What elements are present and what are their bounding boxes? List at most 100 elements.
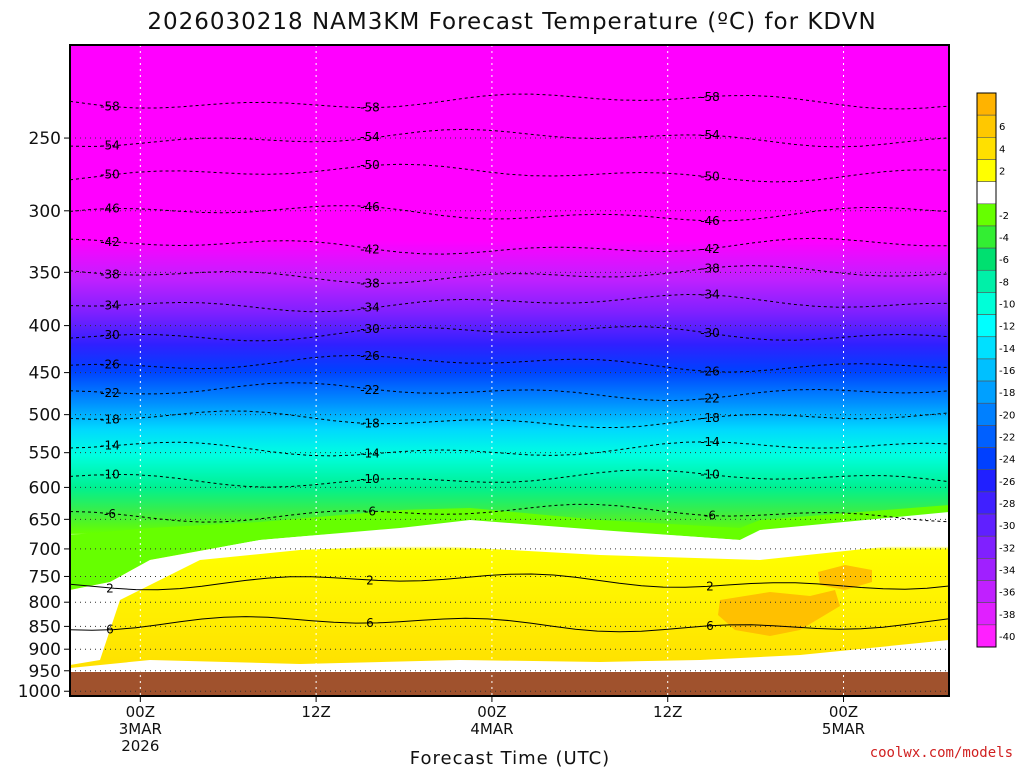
isotherm-label: -38: [100, 268, 120, 282]
colorbar-swatch: [976, 469, 997, 493]
colorbar-label: -22: [999, 432, 1015, 443]
isotherm-label: -14: [700, 435, 720, 449]
x-tick-label: 2026: [121, 737, 159, 755]
isotherm-line: [70, 293, 949, 313]
x-tick-label: 00Z: [126, 703, 155, 721]
isotherm-label: -42: [360, 243, 380, 257]
y-tick-label: 500: [29, 406, 61, 426]
isotherm-label: 2: [706, 579, 714, 593]
plot-frame: [69, 44, 950, 697]
colorbar: 6 4 2 -2 -4 -6 -8 -10 -12 -14 -16 -18 -20 -22 -24 -26 -2…: [976, 92, 1015, 648]
colorbar-swatch: [976, 380, 997, 404]
isotherm-label: -34: [100, 299, 120, 313]
isotherm-label: -54: [100, 139, 120, 153]
isotherm-label: -34: [360, 300, 380, 314]
isotherm-line: [70, 93, 949, 110]
isotherm-label: -46: [100, 201, 120, 215]
colorbar-label: 4: [999, 144, 1005, 155]
isotherm-line: [70, 469, 949, 488]
isotherm-label: -18: [100, 412, 120, 426]
colorbar-label: -20: [999, 410, 1015, 421]
colorbar-label: -24: [999, 455, 1015, 466]
colorbar-swatch: [976, 225, 997, 249]
y-tick-label: 750: [29, 567, 61, 587]
isotherm-label: -22: [700, 392, 720, 406]
colorbar-label: -36: [999, 588, 1015, 599]
colorbar-swatch: [976, 624, 997, 648]
colorbar-label: -38: [999, 610, 1015, 621]
colorbar-label: -32: [999, 543, 1015, 554]
colorbar-label: -6: [999, 255, 1009, 266]
above-freezing-white-layer: [70, 512, 949, 665]
y-tick-label: 850: [29, 617, 61, 637]
isotherm-label: -38: [700, 261, 720, 275]
isotherm-label: -54: [700, 128, 720, 142]
colorbar-swatch: [976, 92, 997, 116]
y-tick-label: 300: [29, 202, 61, 222]
colorbar-swatch: [976, 513, 997, 537]
colorbar-label: -26: [999, 477, 1015, 488]
x-tick-label: 00Z: [477, 703, 506, 721]
isotherm-label: -50: [700, 170, 720, 184]
y-tick-label: 650: [29, 510, 61, 530]
colorbar-swatch: [976, 447, 997, 471]
isotherm-label: 6: [366, 616, 374, 630]
colorbar-swatch: [976, 203, 997, 227]
colorbar-label: -2: [999, 211, 1009, 222]
isotherm-label: -14: [360, 446, 380, 460]
isotherm-label: -22: [100, 386, 120, 400]
y-axis-pressure: 250 300 350 400 450 500 550 600 650 700 750 800 850 9…: [18, 129, 70, 702]
colorbar-label: -34: [999, 565, 1015, 576]
colorbar-swatch: [976, 535, 997, 559]
colorbar-swatch: [976, 425, 997, 448]
y-tick-label: 400: [29, 317, 61, 337]
colorbar-swatch: [976, 159, 997, 182]
isotherm-line: [70, 382, 949, 402]
y-tick-label: 950: [29, 662, 61, 682]
colorbar-swatch: [976, 558, 997, 581]
isotherm-line: [70, 410, 949, 428]
colorbar-label: -8: [999, 277, 1009, 288]
isotherm-line: [70, 616, 949, 633]
isotherm-label: -46: [360, 200, 380, 214]
near-surface-white-band: [70, 640, 949, 672]
isotherm-line: [70, 503, 949, 523]
colorbar-swatch: [976, 269, 997, 293]
y-tick-label: 900: [29, 640, 61, 660]
isotherm-label: -26: [360, 349, 380, 363]
colorbar-label: -10: [999, 300, 1015, 311]
colorbar-swatch: [976, 602, 997, 626]
colorbar-swatch: [976, 314, 997, 338]
isotherm-label: -54: [360, 130, 380, 144]
isotherm-label: -26: [100, 357, 120, 371]
colorbar-label: -30: [999, 521, 1015, 532]
colorbar-label: -40: [999, 632, 1015, 643]
isotherm-label: -42: [700, 242, 720, 256]
colorbar-swatch: [976, 137, 997, 160]
isotherm-line: [70, 573, 949, 591]
isotherm-label: -18: [700, 411, 720, 425]
colorbar-swatch: [976, 247, 997, 271]
y-tick-label: 550: [29, 444, 61, 464]
isotherm-label: -30: [700, 326, 720, 340]
isotherm-label: -10: [100, 467, 120, 481]
colorbar-label: 6: [999, 122, 1005, 133]
x-tick-label: 00Z: [829, 703, 858, 721]
colorbar-swatch: [976, 114, 997, 138]
isotherm-lines: -58 -58 -58 -54 -54 -54 -50 -50 -50 -46 -46 -46 -42 -…: [70, 90, 949, 637]
isotherm-line: [70, 163, 949, 183]
isotherm-label: -22: [360, 383, 380, 397]
isotherm-label: -50: [360, 158, 380, 172]
isotherm-label: -42: [100, 235, 120, 249]
credit-link[interactable]: coolwx.com/models: [870, 745, 1013, 761]
x-tick-label: 12Z: [653, 703, 682, 721]
terrain-ground: [70, 672, 949, 696]
isotherm-line: [70, 441, 949, 457]
isotherm-line: [70, 237, 949, 255]
colorbar-label: -18: [999, 388, 1015, 399]
isotherm-label: -46: [700, 214, 720, 228]
colorbar-label: -14: [999, 344, 1015, 355]
colorbar-swatch: [976, 491, 997, 515]
